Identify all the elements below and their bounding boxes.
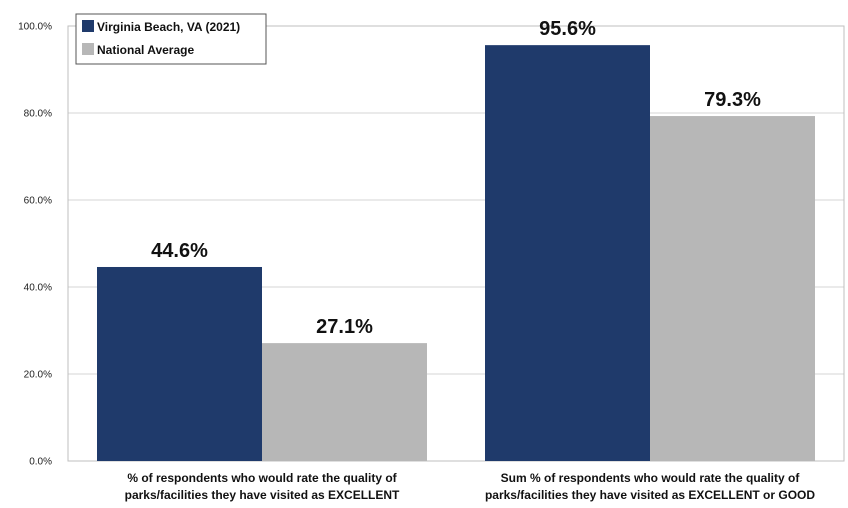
y-tick-label: 80.0% — [24, 109, 52, 120]
y-tick-label: 60.0% — [24, 196, 52, 207]
y-tick-label: 0.0% — [29, 457, 52, 468]
y-tick-label: 100.0% — [18, 22, 52, 33]
x-category-label: Sum % of respondents who would rate the … — [501, 471, 801, 485]
data-label: 79.3% — [704, 89, 761, 111]
bar — [650, 116, 815, 462]
bar — [485, 45, 650, 461]
y-tick-label: 20.0% — [24, 370, 52, 381]
x-category-label: parks/facilities they have visited as EX… — [485, 488, 815, 502]
x-category-label: parks/facilities they have visited as EX… — [125, 488, 400, 502]
data-label: 27.1% — [316, 316, 373, 338]
legend-label: Virginia Beach, VA (2021) — [97, 20, 240, 34]
y-tick-label: 40.0% — [24, 283, 52, 294]
data-label: 44.6% — [151, 240, 208, 262]
y-axis-ticks: 0.0% 20.0% 40.0% 60.0% 80.0% 100.0% — [18, 22, 52, 468]
data-label: 95.6% — [539, 18, 596, 40]
bar — [97, 266, 262, 461]
bar — [262, 343, 427, 461]
legend-box — [75, 13, 267, 65]
legend-swatch — [82, 20, 94, 32]
legend: Virginia Beach, VA (2021) National Averag… — [75, 13, 267, 65]
bars — [97, 45, 815, 462]
legend-swatch — [82, 43, 94, 55]
plot-area-frame — [67, 25, 845, 462]
value-labels: 44.6% 27.1% 95.6% 79.3% — [151, 18, 761, 338]
x-category-label: % of respondents who would rate the qual… — [127, 471, 397, 485]
legend-label: National Average — [97, 43, 194, 57]
category-labels: % of respondents who would rate the qual… — [125, 471, 816, 502]
